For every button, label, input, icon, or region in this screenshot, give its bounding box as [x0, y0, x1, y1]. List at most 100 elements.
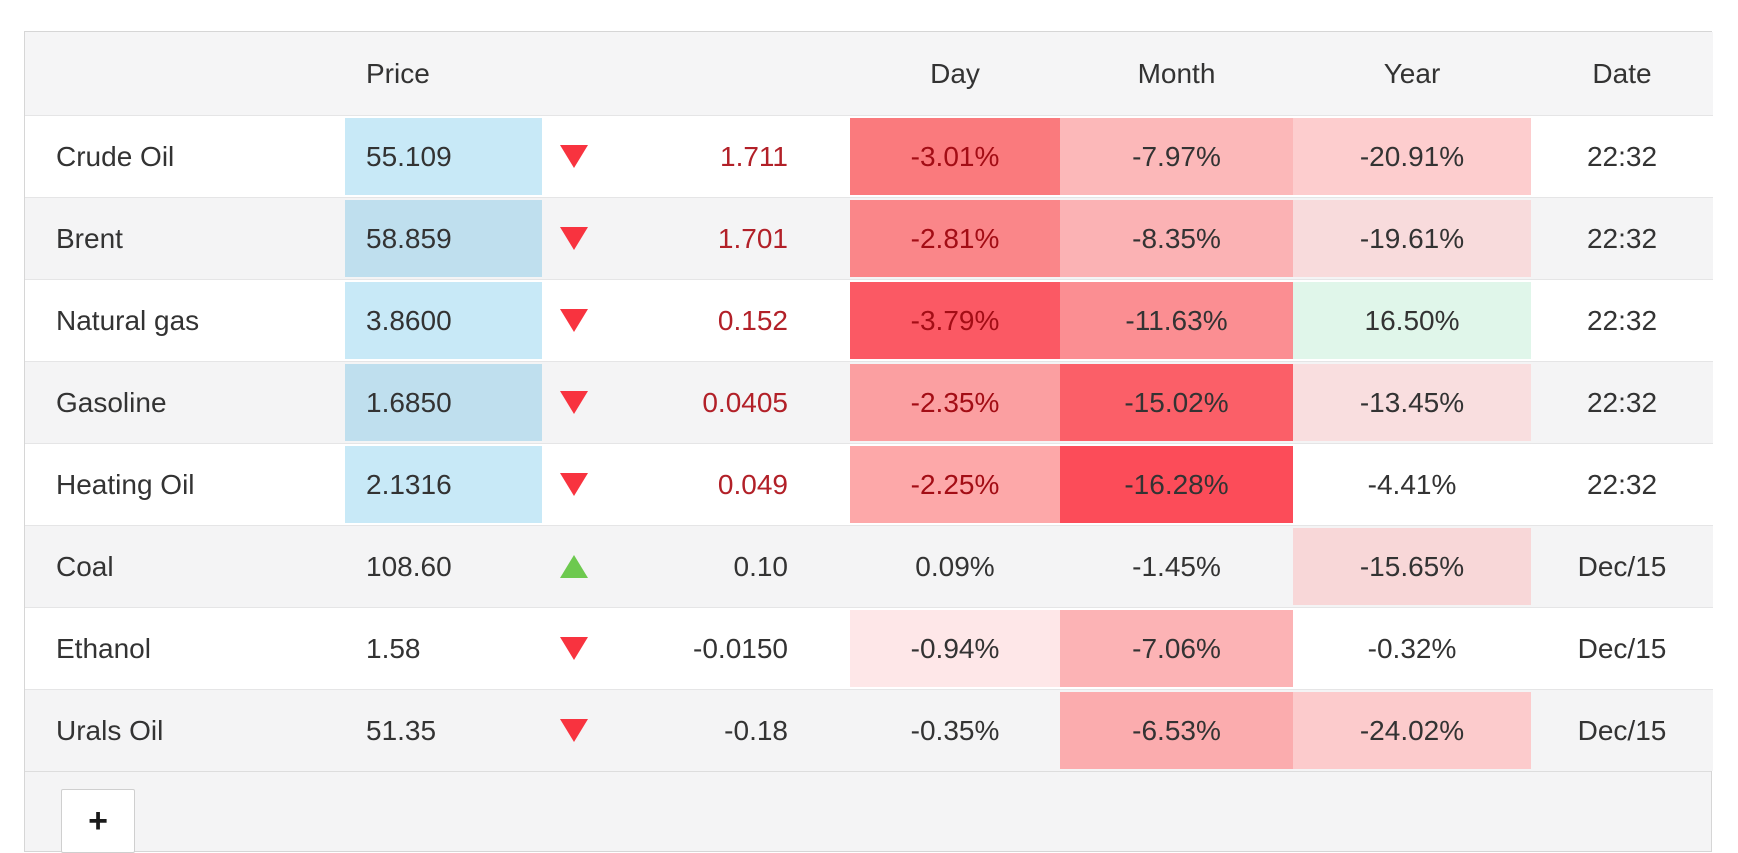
change-value: -0.18	[724, 714, 788, 746]
month-change-cell: -16.28%	[1060, 443, 1293, 525]
name-cell[interactable]: Brent	[25, 197, 345, 279]
change-arrow-icon	[560, 391, 588, 414]
commodity-name-link[interactable]: Coal	[56, 550, 114, 582]
date-cell: 22:32	[1531, 361, 1713, 443]
change-cell: 0.0405	[542, 361, 850, 443]
change-cell: 0.152	[542, 279, 850, 361]
date-cell: Dec/15	[1531, 525, 1713, 607]
day-change-cell: -2.35%	[850, 361, 1060, 443]
change-value: 1.701	[717, 222, 788, 254]
table-row[interactable]: Natural gas 3.8600 0.152 -3.79% -11.63% …	[25, 279, 1713, 361]
year-change-cell: -0.32%	[1293, 607, 1531, 689]
plus-icon: +	[88, 801, 108, 840]
table-row[interactable]: Urals Oil 51.35 -0.18 -0.35% -6.53% -24.…	[25, 689, 1713, 771]
header-row: Price Day Month Year Date	[25, 32, 1713, 115]
date-cell: Dec/15	[1531, 689, 1713, 771]
price-cell: 51.35	[345, 689, 542, 771]
change-value: 0.0405	[702, 386, 788, 418]
table-row[interactable]: Heating Oil 2.1316 0.049 -2.25% -16.28% …	[25, 443, 1713, 525]
date-cell: Dec/15	[1531, 607, 1713, 689]
commodity-name-link[interactable]: Ethanol	[56, 632, 151, 664]
change-cell: -0.18	[542, 689, 850, 771]
year-change-cell: -20.91%	[1293, 115, 1531, 197]
change-value: 0.049	[717, 468, 788, 500]
column-header-year: Year	[1293, 32, 1531, 115]
change-value: -0.0150	[693, 632, 788, 664]
name-cell[interactable]: Ethanol	[25, 607, 345, 689]
day-change-cell: -0.94%	[850, 607, 1060, 689]
name-cell[interactable]: Natural gas	[25, 279, 345, 361]
price-cell: 1.6850	[345, 361, 542, 443]
year-change-cell: -24.02%	[1293, 689, 1531, 771]
change-arrow-icon	[560, 145, 588, 168]
column-header-change	[542, 32, 850, 115]
table-row[interactable]: Brent 58.859 1.701 -2.81% -8.35% -19.61%…	[25, 197, 1713, 279]
change-cell: -0.0150	[542, 607, 850, 689]
commodity-name-link[interactable]: Natural gas	[56, 304, 200, 336]
change-arrow-icon	[560, 473, 588, 496]
year-change-cell: 16.50%	[1293, 279, 1531, 361]
month-change-cell: -11.63%	[1060, 279, 1293, 361]
change-value: 0.10	[733, 550, 789, 582]
table-footer: +	[25, 771, 1711, 853]
change-arrow-icon	[560, 719, 588, 742]
table-row[interactable]: Coal 108.60 0.10 0.09% -1.45% -15.65% De…	[25, 525, 1713, 607]
name-cell[interactable]: Heating Oil	[25, 443, 345, 525]
price-value: 58.859	[366, 222, 452, 254]
price-cell: 58.859	[345, 197, 542, 279]
year-change-cell: -4.41%	[1293, 443, 1531, 525]
day-change-cell: -0.35%	[850, 689, 1060, 771]
year-change-cell: -13.45%	[1293, 361, 1531, 443]
day-change-cell: -2.25%	[850, 443, 1060, 525]
commodity-name-link[interactable]: Urals Oil	[56, 714, 164, 746]
price-value: 2.1316	[366, 468, 452, 500]
day-change-cell: -2.81%	[850, 197, 1060, 279]
price-cell: 108.60	[345, 525, 542, 607]
year-change-cell: -19.61%	[1293, 197, 1531, 279]
change-value: 1.711	[720, 140, 788, 172]
date-cell: 22:32	[1531, 443, 1713, 525]
column-header-month: Month	[1060, 32, 1293, 115]
change-cell: 0.10	[542, 525, 850, 607]
column-header-price: Price	[345, 32, 542, 115]
change-arrow-icon	[560, 555, 588, 578]
column-header-day: Day	[850, 32, 1060, 115]
day-change-cell: -3.01%	[850, 115, 1060, 197]
name-cell[interactable]: Crude Oil	[25, 115, 345, 197]
commodity-name-link[interactable]: Heating Oil	[56, 468, 195, 500]
day-change-cell: -3.79%	[850, 279, 1060, 361]
table-row[interactable]: Crude Oil 55.109 1.711 -3.01% -7.97% -20…	[25, 115, 1713, 197]
price-value: 108.60	[366, 550, 452, 582]
price-value: 3.8600	[366, 304, 452, 336]
month-change-cell: -7.06%	[1060, 607, 1293, 689]
change-arrow-icon	[560, 637, 588, 660]
date-cell: 22:32	[1531, 197, 1713, 279]
change-value: 0.152	[717, 304, 788, 336]
add-commodity-button[interactable]: +	[61, 789, 135, 853]
month-change-cell: -8.35%	[1060, 197, 1293, 279]
name-cell[interactable]: Gasoline	[25, 361, 345, 443]
column-header-date: Date	[1531, 32, 1713, 115]
price-cell: 2.1316	[345, 443, 542, 525]
day-change-cell: 0.09%	[850, 525, 1060, 607]
month-change-cell: -6.53%	[1060, 689, 1293, 771]
change-arrow-icon	[560, 227, 588, 250]
commodity-name-link[interactable]: Gasoline	[56, 386, 167, 418]
change-cell: 1.711	[542, 115, 850, 197]
commodity-name-link[interactable]: Crude Oil	[56, 140, 175, 172]
price-value: 1.6850	[366, 386, 452, 418]
name-cell[interactable]: Urals Oil	[25, 689, 345, 771]
price-value: 55.109	[366, 140, 452, 172]
name-cell[interactable]: Coal	[25, 525, 345, 607]
table-row[interactable]: Gasoline 1.6850 0.0405 -2.35% -15.02% -1…	[25, 361, 1713, 443]
date-cell: 22:32	[1531, 115, 1713, 197]
date-cell: 22:32	[1531, 279, 1713, 361]
month-change-cell: -7.97%	[1060, 115, 1293, 197]
table-row[interactable]: Ethanol 1.58 -0.0150 -0.94% -7.06% -0.32…	[25, 607, 1713, 689]
price-cell: 55.109	[345, 115, 542, 197]
change-arrow-icon	[560, 309, 588, 332]
month-change-cell: -1.45%	[1060, 525, 1293, 607]
commodities-table: Price Day Month Year Date Crude Oil 55.1…	[24, 31, 1713, 853]
commodity-name-link[interactable]: Brent	[56, 222, 123, 254]
column-header-name	[25, 32, 345, 115]
